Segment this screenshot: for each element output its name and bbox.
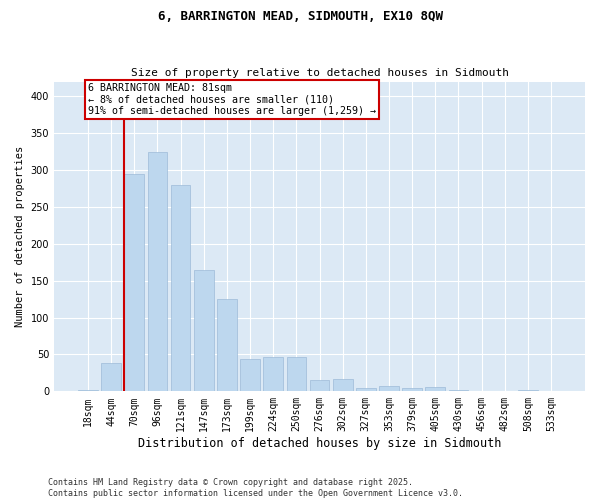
Title: Size of property relative to detached houses in Sidmouth: Size of property relative to detached ho…: [131, 68, 509, 78]
Bar: [148, 152, 167, 392]
Bar: [333, 379, 353, 392]
Bar: [240, 359, 260, 392]
Bar: [194, 270, 214, 392]
Text: 6 BARRINGTON MEAD: 81sqm
← 8% of detached houses are smaller (110)
91% of semi-d: 6 BARRINGTON MEAD: 81sqm ← 8% of detache…: [88, 83, 376, 116]
Bar: [356, 388, 376, 392]
Bar: [78, 390, 98, 392]
X-axis label: Distribution of detached houses by size in Sidmouth: Distribution of detached houses by size …: [138, 437, 501, 450]
Bar: [124, 174, 144, 392]
Text: 6, BARRINGTON MEAD, SIDMOUTH, EX10 8QW: 6, BARRINGTON MEAD, SIDMOUTH, EX10 8QW: [157, 10, 443, 23]
Bar: [402, 388, 422, 392]
Bar: [472, 390, 491, 392]
Bar: [101, 364, 121, 392]
Bar: [217, 299, 237, 392]
Bar: [425, 387, 445, 392]
Y-axis label: Number of detached properties: Number of detached properties: [15, 146, 25, 327]
Bar: [263, 358, 283, 392]
Bar: [171, 185, 190, 392]
Text: Contains HM Land Registry data © Crown copyright and database right 2025.
Contai: Contains HM Land Registry data © Crown c…: [48, 478, 463, 498]
Bar: [287, 356, 306, 392]
Bar: [518, 390, 538, 392]
Bar: [449, 390, 468, 392]
Bar: [310, 380, 329, 392]
Bar: [379, 386, 399, 392]
